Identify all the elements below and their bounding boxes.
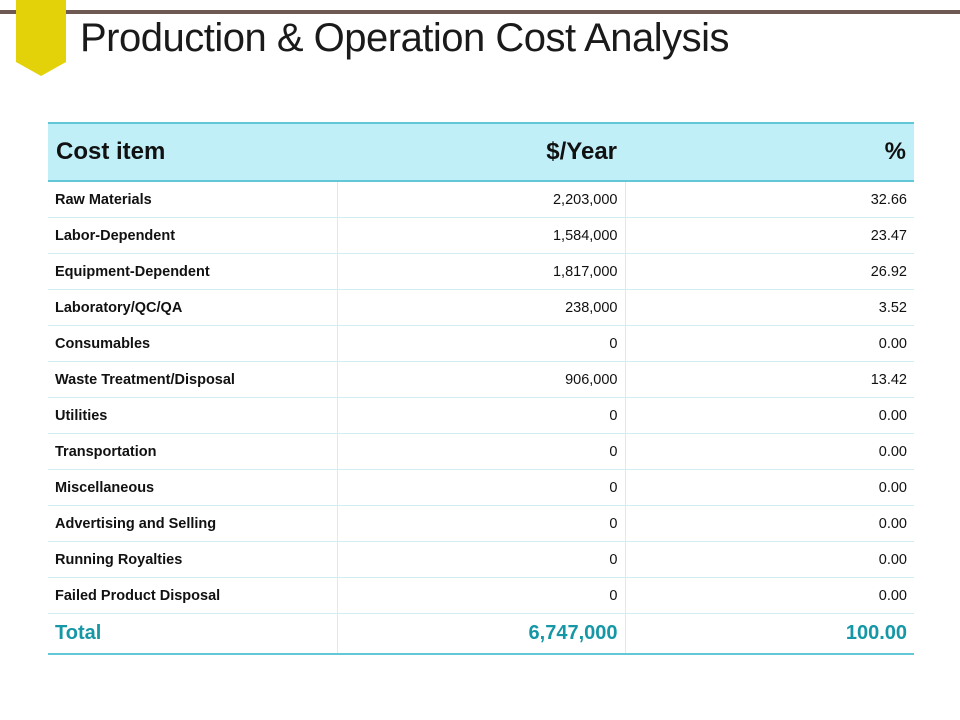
table-row: Advertising and Selling 0 0.00 xyxy=(48,505,914,542)
top-divider-rule xyxy=(0,10,960,14)
per-year-cell: 0 xyxy=(336,541,625,578)
per-year-cell: 1,817,000 xyxy=(336,253,625,290)
per-year-cell: 0 xyxy=(336,577,625,614)
percent-cell: 0.00 xyxy=(624,325,914,362)
percent-cell: 0.00 xyxy=(624,577,914,614)
table-row: Waste Treatment/Disposal 906,000 13.42 xyxy=(48,361,914,398)
table-header-row: Cost item $/Year % xyxy=(48,122,914,182)
per-year-cell: 0 xyxy=(336,397,625,434)
percent-cell: 32.66 xyxy=(624,181,914,218)
per-year-cell: 0 xyxy=(336,469,625,506)
per-year-cell: 2,203,000 xyxy=(336,181,625,218)
cost-item-cell: Waste Treatment/Disposal xyxy=(48,361,337,398)
cost-item-cell: Utilities xyxy=(48,397,337,434)
cost-item-cell: Equipment-Dependent xyxy=(48,253,337,290)
table-row: Labor-Dependent 1,584,000 23.47 xyxy=(48,217,914,254)
column-header-per-year: $/Year xyxy=(337,122,625,182)
per-year-cell: 0 xyxy=(336,433,625,470)
percent-cell: 0.00 xyxy=(624,469,914,506)
table-row: Laboratory/QC/QA 238,000 3.52 xyxy=(48,289,914,326)
cost-item-cell: Labor-Dependent xyxy=(48,217,337,254)
cost-item-cell: Running Royalties xyxy=(48,541,337,578)
per-year-cell: 1,584,000 xyxy=(336,217,625,254)
cost-item-cell: Transportation xyxy=(48,433,337,470)
total-label: Total xyxy=(48,613,337,655)
percent-cell: 0.00 xyxy=(624,541,914,578)
percent-cell: 0.00 xyxy=(624,505,914,542)
table-row: Running Royalties 0 0.00 xyxy=(48,541,914,578)
table-row: Utilities 0 0.00 xyxy=(48,397,914,434)
cost-item-cell: Advertising and Selling xyxy=(48,505,337,542)
cost-item-cell: Raw Materials xyxy=(48,181,337,218)
table-row: Transportation 0 0.00 xyxy=(48,433,914,470)
table-row: Failed Product Disposal 0 0.00 xyxy=(48,577,914,614)
percent-cell: 0.00 xyxy=(624,433,914,470)
percent-cell: 0.00 xyxy=(624,397,914,434)
table-row: Consumables 0 0.00 xyxy=(48,325,914,362)
per-year-cell: 238,000 xyxy=(336,289,625,326)
per-year-cell: 906,000 xyxy=(336,361,625,398)
column-header-percent: % xyxy=(625,122,914,182)
table-row: Equipment-Dependent 1,817,000 26.92 xyxy=(48,253,914,290)
percent-cell: 23.47 xyxy=(624,217,914,254)
percent-cell: 3.52 xyxy=(624,289,914,326)
percent-cell: 26.92 xyxy=(624,253,914,290)
per-year-cell: 0 xyxy=(336,505,625,542)
column-header-cost-item: Cost item xyxy=(48,122,337,182)
cost-item-cell: Miscellaneous xyxy=(48,469,337,506)
page-title: Production & Operation Cost Analysis xyxy=(80,16,730,60)
bookmark-ribbon-icon xyxy=(16,0,66,76)
percent-cell: 13.42 xyxy=(624,361,914,398)
cost-item-cell: Laboratory/QC/QA xyxy=(48,289,337,326)
cost-analysis-table: Cost item $/Year % Raw Materials 2,203,0… xyxy=(48,122,914,655)
total-per-year: 6,747,000 xyxy=(336,613,625,655)
cost-item-cell: Consumables xyxy=(48,325,337,362)
table-row: Raw Materials 2,203,000 32.66 xyxy=(48,181,914,218)
table-row: Miscellaneous 0 0.00 xyxy=(48,469,914,506)
total-percent: 100.00 xyxy=(624,613,914,655)
cost-item-cell: Failed Product Disposal xyxy=(48,577,337,614)
total-row: Total 6,747,000 100.00 xyxy=(48,613,914,655)
per-year-cell: 0 xyxy=(336,325,625,362)
